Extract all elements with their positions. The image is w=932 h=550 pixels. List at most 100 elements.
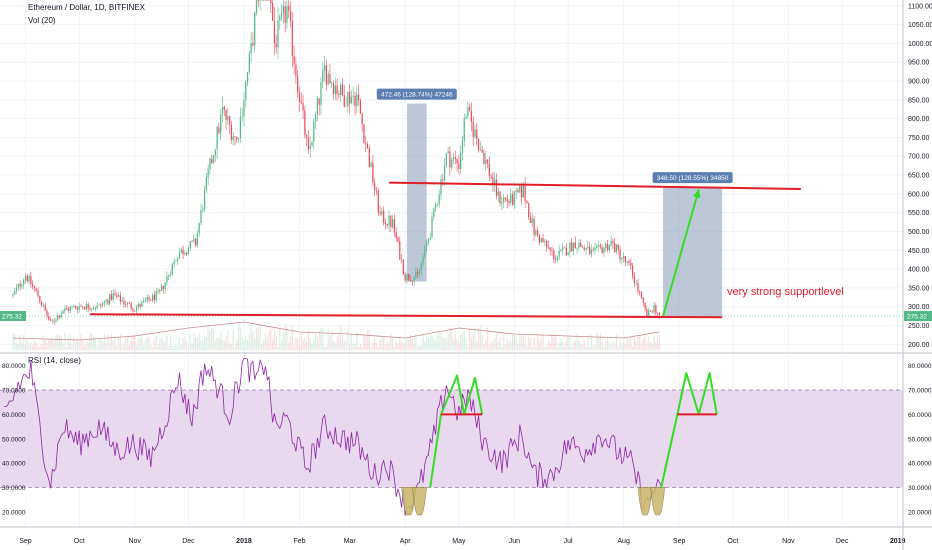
candle-body — [417, 271, 419, 275]
candle-body — [66, 308, 68, 309]
volume-bar — [608, 343, 610, 350]
volume-bar — [187, 346, 190, 350]
volume-bar — [486, 327, 489, 350]
candle-body — [51, 320, 53, 322]
volume-bar — [277, 346, 279, 350]
volume-bar — [357, 346, 360, 350]
volume-bar — [30, 342, 32, 350]
volume-bar — [237, 325, 240, 350]
volume-bar — [374, 337, 376, 350]
volume-bar — [288, 343, 290, 350]
volume-bar — [590, 334, 593, 350]
candle-body — [648, 310, 650, 318]
candle-body — [146, 297, 148, 301]
candle-body — [565, 247, 567, 256]
volume-bar — [503, 334, 505, 350]
candle-body — [221, 106, 224, 115]
candle-body — [359, 99, 362, 114]
candle-body — [207, 169, 209, 178]
volume-bar — [46, 342, 48, 350]
candle-body — [254, 12, 256, 46]
volume-bar — [134, 336, 136, 350]
candle-body — [293, 55, 295, 65]
candle-body — [164, 282, 166, 290]
volume-bar — [612, 342, 614, 350]
volume-bar — [567, 336, 569, 350]
candle-body — [485, 159, 487, 164]
candle-body — [280, 13, 283, 17]
candle-body — [291, 20, 293, 56]
candle-body — [155, 291, 157, 301]
volume-bar — [495, 334, 498, 350]
volume-bar — [96, 345, 98, 350]
volume-bar — [202, 340, 204, 350]
volume-bar — [311, 343, 313, 350]
measure-label-bg — [376, 88, 457, 100]
candle-body — [311, 142, 313, 146]
candle-body — [447, 151, 449, 154]
x-tick-label: Dec — [182, 538, 195, 545]
candle-body — [186, 252, 188, 255]
candle-body — [400, 259, 403, 261]
volume-bar — [639, 336, 641, 350]
candle-body — [490, 175, 492, 178]
candle-body — [177, 258, 179, 261]
rsi-line — [3, 357, 662, 516]
candle-body — [479, 149, 481, 151]
candle-body — [266, 0, 268, 1]
candle-body — [117, 295, 120, 297]
left-price-marker — [0, 311, 26, 322]
volume-bar — [207, 325, 209, 350]
volume-bar — [100, 338, 102, 350]
volume-bar — [472, 333, 474, 350]
candle-body — [58, 315, 61, 318]
volume-bar — [520, 335, 523, 350]
candle-body — [168, 275, 170, 277]
candle-body — [529, 216, 532, 223]
candle-body — [55, 320, 57, 322]
candle-body — [212, 155, 215, 163]
volume-bar — [28, 343, 30, 350]
candle-body — [48, 315, 50, 320]
candle-body — [370, 162, 372, 167]
candle-body — [522, 184, 524, 198]
x-tick-label: Nov — [782, 538, 795, 545]
candle-body — [535, 230, 537, 235]
candle-body — [361, 113, 363, 125]
candle-body — [211, 158, 213, 163]
candle-body — [289, 10, 292, 21]
volume-bar — [576, 334, 578, 350]
volume-bar — [580, 344, 582, 350]
volume-bar — [35, 341, 37, 350]
candle-body — [107, 300, 109, 304]
volume-bar — [306, 341, 308, 350]
volume-bar — [117, 337, 120, 350]
candle-body — [85, 304, 88, 310]
volume-bar — [468, 328, 471, 350]
volume-bar — [477, 328, 480, 350]
candle-body — [578, 242, 580, 248]
volume-bar — [402, 344, 404, 350]
volume-bar — [14, 334, 16, 350]
candle-body — [503, 197, 505, 202]
candle-body — [651, 311, 653, 313]
rsi-left-tick-label: 20.0000 — [2, 509, 26, 516]
price-tick-label: 500.00 — [908, 229, 930, 236]
candle-body — [494, 179, 496, 185]
volume-bar — [651, 343, 653, 350]
candle-body — [89, 308, 91, 310]
volume-bar — [89, 333, 91, 350]
volume-bar — [295, 337, 297, 350]
volume-bar — [630, 336, 632, 350]
volume-bar — [492, 340, 494, 350]
volume-bar — [44, 339, 46, 350]
candle-body — [393, 219, 396, 233]
volume-bar — [574, 340, 576, 350]
x-tick-label: Oct — [727, 538, 738, 545]
candle-body — [98, 304, 100, 306]
projection-arrow-line — [662, 189, 700, 317]
volume-bar — [182, 337, 184, 350]
projection-arrow-head — [692, 189, 701, 199]
volume-bar — [69, 334, 71, 350]
